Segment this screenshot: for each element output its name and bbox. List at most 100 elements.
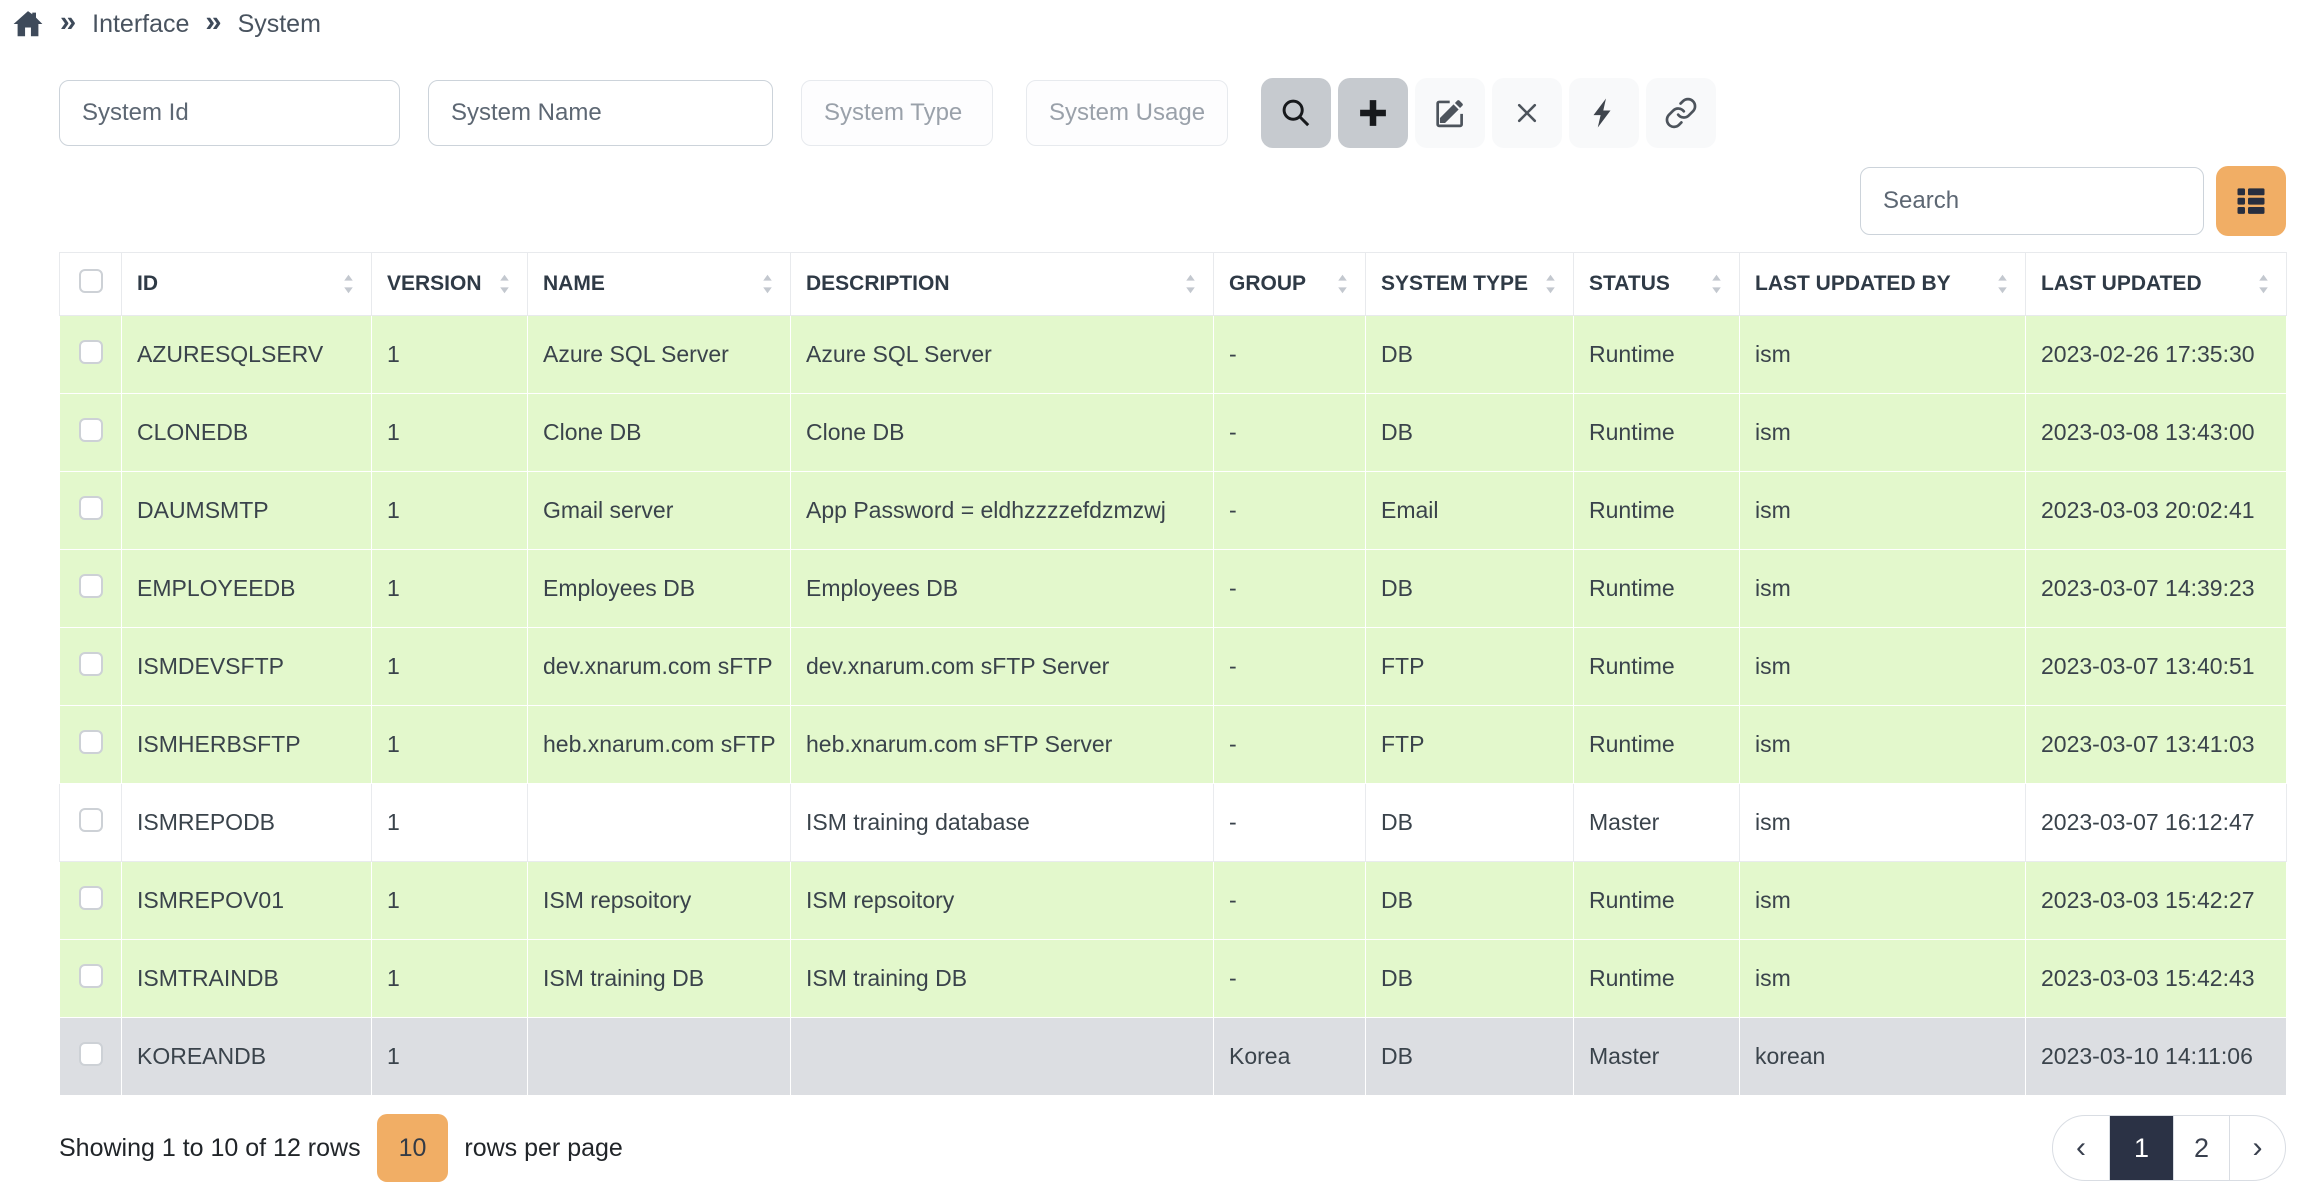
row-checkbox[interactable] [78, 1041, 103, 1066]
table-row[interactable]: ISMREPOV01 1 ISM repsoitory ISM repsoitory -… [59, 861, 2287, 940]
table-cell: 2023-03-03 15:42:27 [2025, 861, 2287, 940]
table-cell: - [1213, 315, 1366, 394]
column-header-name[interactable]: NAME [527, 252, 791, 316]
table-cell: ISM repsoitory [527, 861, 791, 940]
table-footer: Showing 1 to 10 of 12 rows 10 rows per p… [59, 1114, 2286, 1182]
execute-button[interactable] [1569, 78, 1639, 148]
table-cell: EMPLOYEEDB [121, 549, 372, 628]
column-header-id[interactable]: ID [121, 252, 372, 316]
edit-button[interactable] [1415, 78, 1485, 148]
filter-input-system-id[interactable] [59, 80, 400, 146]
search-input[interactable] [1860, 167, 2204, 235]
footer-left: Showing 1 to 10 of 12 rows 10 rows per p… [59, 1114, 623, 1182]
columns-toggle-button[interactable] [2216, 166, 2286, 236]
table-cell: DB [1365, 1017, 1574, 1096]
table-cell: ISMHERBSFTP [121, 705, 372, 784]
link-button[interactable] [1646, 78, 1716, 148]
column-header-status[interactable]: STATUS [1573, 252, 1740, 316]
table-row[interactable]: ISMDEVSFTP 1 dev.xnarum.com sFTP dev.xnarum… [59, 627, 2287, 706]
home-icon[interactable] [12, 8, 44, 40]
sort-icon [2256, 271, 2271, 297]
search-button[interactable] [1261, 78, 1331, 148]
table-cell: 2023-03-03 20:02:41 [2025, 471, 2287, 550]
column-header-last-updated-by[interactable]: LAST UPDATED BY [1739, 252, 2026, 316]
table-cell: ISM training DB [527, 939, 791, 1018]
table-cell: ISMREPOV01 [121, 861, 372, 940]
column-header-version[interactable]: VERSION [371, 252, 528, 316]
table-cell: - [1213, 939, 1366, 1018]
close-icon [1510, 96, 1544, 130]
table-cell: Employees DB [790, 549, 1214, 628]
table-cell: Runtime [1573, 315, 1740, 394]
table-cell: 1 [371, 705, 528, 784]
page-size-dropdown[interactable]: 10 [376, 1114, 449, 1182]
table-row[interactable]: ISMTRAINDB 1 ISM training DB ISM training D… [59, 939, 2287, 1018]
column-label: LAST UPDATED BY [1755, 272, 1951, 295]
breadcrumb-item-interface[interactable]: Interface [92, 9, 190, 38]
row-checkbox[interactable] [78, 495, 103, 520]
table-cell: ISM repsoitory [790, 861, 1214, 940]
sort-icon [1995, 271, 2010, 297]
table-row[interactable]: ISMREPODB 1 ISM training database - DB Master… [59, 783, 2287, 862]
clear-button[interactable] [1492, 78, 1562, 148]
table-cell: Gmail server [527, 471, 791, 550]
sort-icon [1335, 271, 1350, 297]
table-row[interactable]: EMPLOYEEDB 1 Employees DB Employees DB - DB Ru… [59, 549, 2287, 628]
table-row[interactable]: DAUMSMTP 1 Gmail server App Password = eldh… [59, 471, 2287, 550]
column-label: LAST UPDATED [2041, 272, 2202, 295]
row-select-cell [59, 315, 122, 394]
next-page-button[interactable]: › [2229, 1116, 2285, 1180]
row-checkbox[interactable] [78, 573, 103, 598]
page-button-1[interactable]: 1 [2109, 1116, 2173, 1180]
rows-per-page-label: rows per page [464, 1133, 623, 1162]
edit-icon [1433, 96, 1467, 130]
filter-input-system-type[interactable] [801, 80, 993, 146]
table-cell: Azure SQL Server [790, 315, 1214, 394]
filter-input-system-usage[interactable] [1026, 80, 1228, 146]
column-header-group[interactable]: GROUP [1213, 252, 1366, 316]
column-label: STATUS [1589, 272, 1670, 295]
column-label: DESCRIPTION [806, 272, 950, 295]
table-cell: 2023-03-10 14:11:06 [2025, 1017, 2287, 1096]
table-cell: ISMTRAINDB [121, 939, 372, 1018]
page-button-2[interactable]: 2 [2173, 1116, 2229, 1180]
table-cell: Azure SQL Server [527, 315, 791, 394]
table-cell: CLONEDB [121, 393, 372, 472]
filter-input-system-name[interactable] [428, 80, 773, 146]
column-label: NAME [543, 272, 605, 295]
table-cell: 2023-03-07 14:39:23 [2025, 549, 2287, 628]
table-row[interactable]: CLONEDB 1 Clone DB Clone DB - DB Runtime ism 202… [59, 393, 2287, 472]
row-checkbox[interactable] [78, 807, 103, 832]
table-header-row: ID VERSION NAME DESCRIPTION GROUP SYSTEM TYPE… [59, 252, 2287, 316]
systems-table-wrap: ID VERSION NAME DESCRIPTION GROUP SYSTEM TYPE… [59, 252, 2287, 1096]
add-button[interactable] [1338, 78, 1408, 148]
select-all-checkbox[interactable] [78, 269, 103, 293]
row-checkbox[interactable] [78, 963, 103, 988]
table-cell: ism [1739, 939, 2026, 1018]
table-cell: 1 [371, 393, 528, 472]
row-checkbox[interactable] [78, 339, 103, 364]
table-cell: Runtime [1573, 627, 1740, 706]
table-cell: 1 [371, 861, 528, 940]
table-cell: 1 [371, 939, 528, 1018]
row-checkbox[interactable] [78, 729, 103, 754]
table-row[interactable]: AZURESQLSERV 1 Azure SQL Server Azure SQL S… [59, 315, 2287, 394]
table-cell: FTP [1365, 627, 1574, 706]
column-header-last-updated[interactable]: LAST UPDATED [2025, 252, 2287, 316]
row-checkbox[interactable] [78, 651, 103, 676]
table-cell: 2023-03-08 13:43:00 [2025, 393, 2287, 472]
table-row[interactable]: ISMHERBSFTP 1 heb.xnarum.com sFTP heb.xnaru… [59, 705, 2287, 784]
column-header-description[interactable]: DESCRIPTION [790, 252, 1214, 316]
column-header-system-type[interactable]: SYSTEM TYPE [1365, 252, 1574, 316]
table-cell: DB [1365, 315, 1574, 394]
row-select-cell [59, 783, 122, 862]
filter-inputs [59, 80, 1261, 146]
table-row[interactable]: KOREANDB 1 Korea DB Master korean 2023-03-10 1… [59, 1017, 2287, 1096]
sort-icon [1543, 271, 1558, 297]
table-cell: dev.xnarum.com sFTP [527, 627, 791, 706]
row-checkbox[interactable] [78, 417, 103, 442]
table-cell: DB [1365, 861, 1574, 940]
prev-page-button[interactable]: ‹ [2076, 1131, 2086, 1164]
table-cell: AZURESQLSERV [121, 315, 372, 394]
row-checkbox[interactable] [78, 885, 103, 910]
